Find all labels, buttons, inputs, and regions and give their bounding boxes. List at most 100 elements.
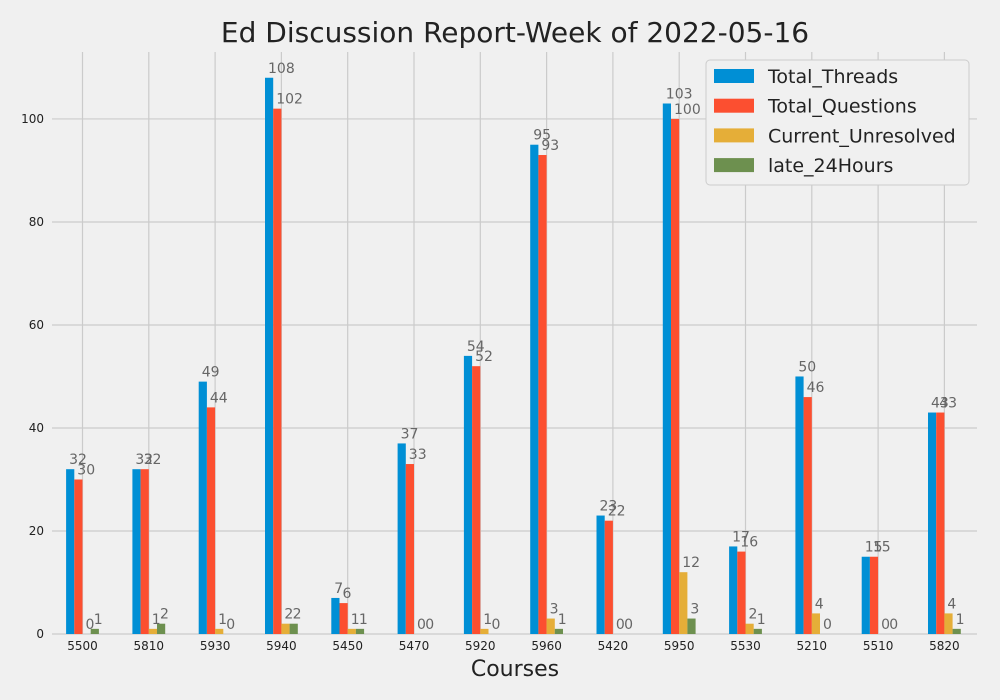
bar	[803, 397, 812, 634]
bar	[869, 556, 879, 634]
bar-value-label: 0	[226, 617, 235, 633]
legend-swatch	[714, 69, 754, 83]
bar	[679, 572, 688, 634]
bar	[331, 597, 340, 634]
bars	[66, 77, 961, 635]
bar-value-label: 15	[865, 540, 883, 556]
bar-value-label: 49	[202, 365, 220, 381]
bar-value-label: 2	[293, 607, 302, 623]
bar-value-label: 7	[334, 581, 343, 597]
bar-value-label: 43	[931, 396, 949, 412]
bar-value-label: 50	[798, 359, 816, 375]
bar	[463, 355, 473, 634]
bar-value-label: 2	[749, 607, 758, 623]
bar-value-label: 1	[351, 612, 360, 628]
bar-value-label: 52	[475, 349, 493, 365]
legend-swatch	[714, 128, 754, 143]
bar-value-label: 1	[359, 612, 368, 628]
bar	[405, 464, 414, 634]
bar	[265, 77, 274, 635]
bar-value-label: 93	[541, 138, 559, 154]
bar-value-label: 37	[401, 426, 419, 442]
bar-value-label: 16	[740, 535, 758, 551]
bar-value-label: 1	[94, 612, 103, 628]
bar-value-label: 54	[467, 339, 485, 355]
bar	[215, 628, 224, 634]
bar	[66, 469, 75, 634]
legend-box	[705, 59, 970, 186]
x-tick-label: 5940	[266, 639, 297, 653]
bar-value-label: 0	[86, 617, 95, 633]
x-tick-label: 5510	[863, 639, 894, 653]
bar-value-label: 32	[135, 452, 153, 468]
bar	[554, 628, 563, 634]
bar	[140, 469, 149, 634]
x-tick-label: 5930	[200, 639, 231, 653]
chart-title: Ed Discussion Report-Week of 2022-05-16	[221, 16, 809, 49]
x-tick-label: 5420	[598, 639, 629, 653]
bar	[729, 546, 738, 634]
y-tick-label: 80	[29, 215, 44, 229]
legend-entry: late_24Hours	[768, 155, 893, 177]
bar-value-label: 30	[77, 462, 95, 478]
bar	[546, 618, 555, 634]
bar-value-label: 23	[600, 499, 618, 515]
bar-value-label: 32	[69, 452, 87, 468]
x-tick-label: 5820	[929, 639, 960, 653]
bar-value-label: 17	[732, 529, 750, 545]
bar-value-label: 0	[823, 617, 832, 633]
legend: Total_Threads Total_Questions Current_Unre…	[705, 59, 970, 186]
y-tick-label: 20	[29, 524, 44, 538]
legend-entry: Total_Threads	[767, 66, 898, 88]
bar-value-label: 22	[608, 504, 626, 520]
bar	[273, 108, 282, 635]
bar	[472, 366, 481, 634]
y-tick-label: 60	[29, 318, 44, 332]
bar	[397, 443, 406, 634]
bar	[811, 613, 820, 634]
bar-value-label: 108	[268, 61, 295, 77]
bar	[687, 618, 696, 634]
y-tick-label: 0	[36, 627, 44, 641]
bar-value-label: 0	[616, 617, 625, 633]
bar	[952, 628, 961, 634]
legend-entry: Current_Unresolved	[768, 125, 956, 147]
x-tick-label: 5500	[67, 639, 98, 653]
x-tick-label: 5960	[531, 639, 562, 653]
bar-value-label: 12	[682, 555, 700, 571]
bar-value-label: 3	[690, 602, 699, 618]
bar	[132, 469, 141, 634]
bar	[480, 628, 489, 634]
bar-value-label: 103	[666, 87, 693, 103]
bar-value-label: 33	[409, 447, 427, 463]
x-axis-label: Courses	[471, 657, 559, 682]
bar-value-label: 0	[417, 617, 426, 633]
bar	[530, 144, 539, 635]
bar-value-label: 1	[218, 612, 227, 628]
bar-value-label: 1	[483, 612, 492, 628]
bar-value-label: 1	[757, 612, 766, 628]
legend-swatch	[714, 98, 754, 113]
bar	[339, 603, 348, 634]
bar	[944, 613, 953, 634]
bar	[90, 628, 99, 634]
bar	[289, 623, 298, 634]
x-tick-label: 5920	[465, 639, 496, 653]
bar	[74, 479, 83, 634]
bar	[753, 628, 762, 634]
bar	[198, 381, 207, 634]
y-tick-label: 100	[21, 112, 44, 126]
bar	[538, 155, 547, 634]
value-labels: 32 32491087375495231031750154330324410263…	[69, 61, 964, 633]
bar-value-label: 0	[889, 617, 898, 633]
bar	[281, 623, 290, 634]
bar-value-label: 6	[343, 586, 352, 602]
bar	[157, 623, 166, 634]
bar-value-label: 0	[881, 617, 890, 633]
bar	[928, 412, 937, 634]
bar-value-label: 102	[276, 92, 303, 108]
bar-value-label: 15	[873, 540, 891, 556]
